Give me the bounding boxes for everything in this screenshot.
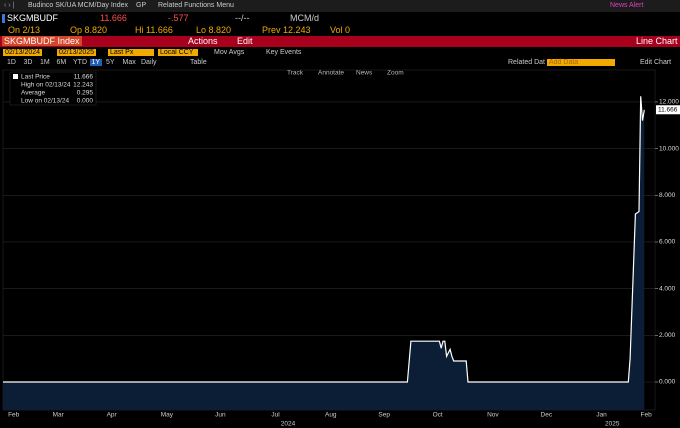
- x-tick-label: Mar: [53, 412, 65, 419]
- plot-area: [2, 69, 656, 411]
- chart-tool[interactable]: Zoom: [387, 70, 404, 77]
- period-button[interactable]: 1Y: [89, 59, 103, 66]
- legend-label: Last Price: [21, 74, 50, 81]
- y-tick-label: 0.000: [659, 379, 676, 386]
- chart-tool[interactable]: Annotate: [318, 70, 344, 77]
- last: 11.666: [100, 13, 127, 23]
- unit: MCM/d: [290, 13, 319, 23]
- x-tick-label: Jul: [271, 412, 280, 419]
- quote-details: On 2/13 Op 8.820 Hi 11.666 Lo 8.820 Prev…: [0, 25, 680, 36]
- last-price-label: 11.666: [658, 106, 678, 113]
- actions[interactable]: Actions: [188, 36, 218, 46]
- x-tick-label: Feb: [640, 412, 652, 419]
- edit-chart[interactable]: Edit Chart: [640, 59, 672, 66]
- chart-tool[interactable]: Track: [287, 70, 304, 77]
- related-menu[interactable]: Related Functions Menu: [158, 2, 234, 9]
- news-alert[interactable]: News Alert: [610, 2, 644, 9]
- x-tick-label: Sep: [378, 412, 390, 419]
- legend-value: 11.666: [74, 74, 94, 81]
- x-tick-label: Jan: [596, 412, 607, 419]
- x-year-label: 2025: [605, 421, 620, 428]
- legend-value: 0.295: [77, 90, 94, 97]
- low: Lo 8.820: [196, 25, 232, 35]
- nav-arrows[interactable]: ‹ › |: [4, 2, 15, 9]
- prev: Prev 12.243: [262, 25, 311, 35]
- frequency[interactable]: Daily: [141, 59, 157, 66]
- open: Op 8.820: [70, 25, 108, 35]
- legend-box: [9, 71, 97, 106]
- add-data[interactable]: Add Data: [547, 59, 615, 66]
- period-button[interactable]: 1D: [7, 59, 16, 66]
- high: Hi 11.666: [135, 25, 173, 35]
- x-tick-label: Nov: [487, 412, 499, 419]
- x-tick-label: Oct: [433, 412, 443, 419]
- x-tick-label: May: [161, 412, 174, 419]
- top-bar: ‹ › | Budinco SK/UA MCM/Day Index GP Rel…: [0, 0, 680, 12]
- x-tick-label: Aug: [325, 412, 337, 419]
- security[interactable]: SKGMBUDF Index: [2, 36, 82, 46]
- y-tick-label: 8.000: [659, 192, 676, 199]
- last-price-box: [656, 105, 680, 115]
- currency[interactable]: Local CCY: [158, 49, 198, 56]
- period-button[interactable]: 5Y: [106, 59, 115, 66]
- volume: Vol 0: [330, 25, 351, 35]
- line: [3, 96, 645, 383]
- key-events[interactable]: Key Events: [266, 49, 302, 56]
- y-tick-label: 6.000: [659, 239, 676, 246]
- period-button[interactable]: 3D: [23, 59, 33, 66]
- y-tick-label: 12.000: [659, 99, 679, 106]
- end-date[interactable]: 02/13/2025: [57, 49, 97, 56]
- time: --/--: [235, 13, 250, 23]
- mov-avgs[interactable]: Mov Avgs: [214, 49, 245, 56]
- ticker: SKGMBUDF: [7, 13, 59, 23]
- chart: 0.000 2.000 4.000 6.000 8.000 10.000 12.000 Feb…: [2, 69, 680, 428]
- x-tick-label: Apr: [107, 412, 118, 419]
- gp-menu[interactable]: GP: [136, 2, 147, 9]
- field[interactable]: Last Px: [108, 49, 154, 56]
- legend-value: 12.243: [73, 82, 93, 89]
- period-button[interactable]: 1M: [40, 59, 50, 66]
- table[interactable]: Table: [190, 59, 207, 66]
- legend-value: 0.000: [77, 98, 94, 105]
- x-year-label: 2024: [281, 421, 296, 428]
- function-name: Line Chart: [636, 36, 678, 46]
- related-data[interactable]: Related Dat: [508, 59, 545, 66]
- legend-label: Low on 02/13/24: [21, 98, 69, 105]
- legend-label: High on 02/13/24: [21, 82, 71, 89]
- y-tick-label: 4.000: [659, 285, 676, 292]
- controls: 02/13/2024 02/13/2025 Last Px Local CCY …: [0, 48, 680, 58]
- period-button[interactable]: Max: [122, 59, 136, 66]
- function-bar: SKGMBUDF Index Actions Edit Line Chart: [0, 36, 680, 47]
- period-button[interactable]: 6M: [56, 59, 67, 66]
- period-button[interactable]: YTD: [73, 59, 87, 66]
- chart-tool[interactable]: News: [356, 70, 373, 77]
- start-date[interactable]: 02/13/2024: [3, 49, 43, 56]
- legend-swatch: [13, 74, 18, 79]
- x-tick-label: Jun: [215, 412, 226, 419]
- edit[interactable]: Edit: [237, 36, 253, 46]
- quote-line: SKGMBUDF 11.666 -.577 --/-- MCM/d: [0, 12, 680, 25]
- y-tick-label: 10.000: [659, 145, 679, 152]
- period-bar: Daily Table Related Dat Add Data Edit Ch…: [0, 58, 680, 68]
- change: -.577: [168, 13, 189, 23]
- on: On 2/13: [8, 25, 41, 35]
- x-tick-label: Feb: [8, 412, 20, 419]
- marker: [2, 14, 5, 23]
- x-tick-label: Dec: [541, 412, 553, 419]
- legend-label: Average: [21, 90, 45, 97]
- y-tick-label: 2.000: [659, 332, 676, 339]
- security-title[interactable]: Budinco SK/UA MCM/Day Index: [28, 2, 128, 9]
